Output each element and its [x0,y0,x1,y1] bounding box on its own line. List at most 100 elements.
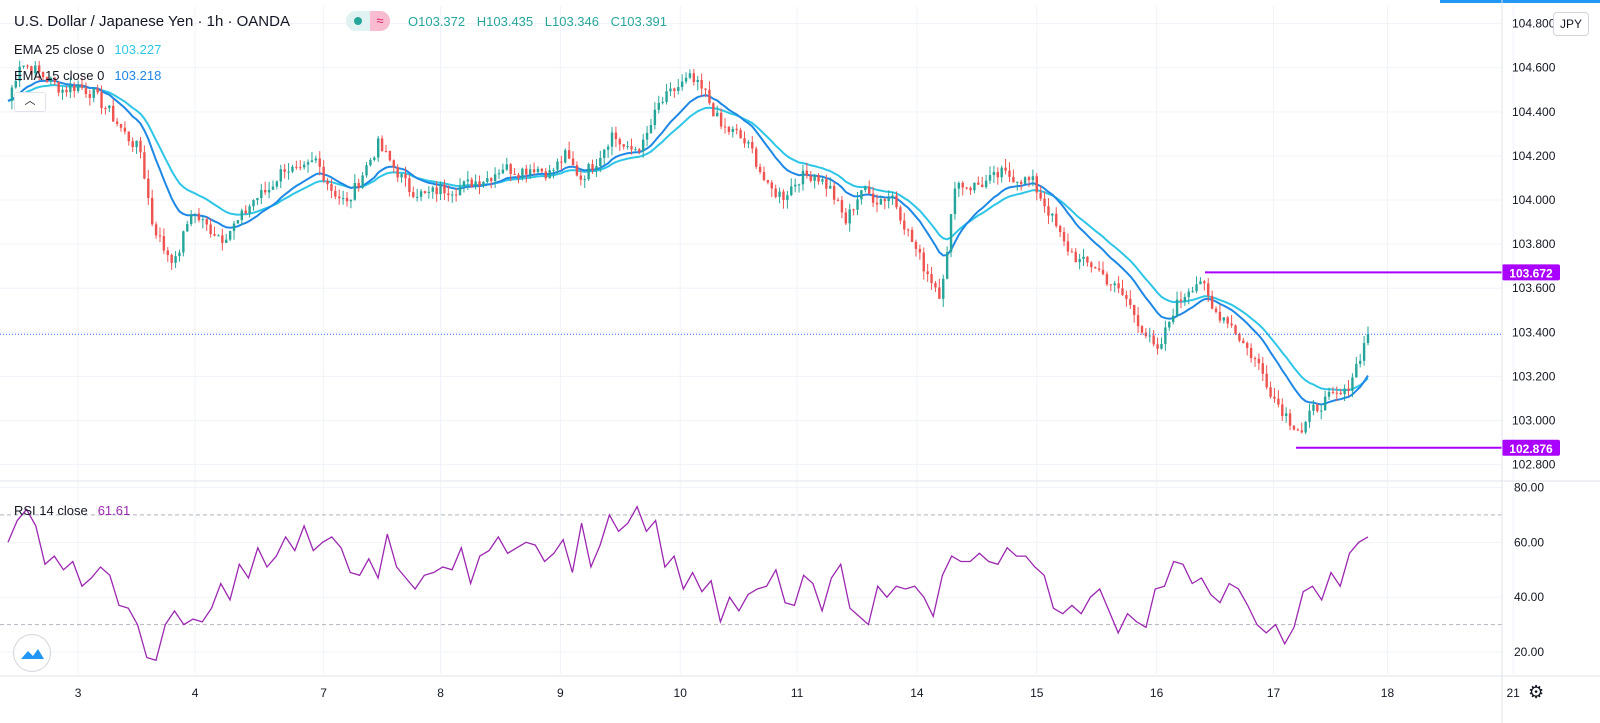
candle-body [1082,256,1085,259]
candle-body [1214,308,1218,312]
candle-body [1230,323,1233,326]
candle-body [790,186,793,196]
candle-body [1035,176,1038,193]
level-label: 103.672 [1509,266,1553,280]
candle-body [1199,281,1202,285]
candle-body [587,164,590,180]
candle-body [673,88,676,91]
candles[interactable] [10,60,1370,435]
candle-body [575,165,579,176]
candle-body [1008,170,1011,177]
candle-body [1078,258,1081,263]
candle-body [1105,274,1109,285]
candle-body [1055,213,1058,226]
market-status-pill[interactable]: ≈ [346,11,390,31]
price-levels[interactable]: 103.672 102.876 [0,264,1560,456]
candle-body [435,187,438,195]
candle-body [1016,181,1019,183]
symbol-title[interactable]: U.S. Dollar / Japanese Yen · 1h · OANDA [14,13,290,30]
candle-body [334,190,337,197]
candle-body [1288,413,1292,426]
candle-body [61,89,64,93]
candle-body [817,175,820,182]
candle-body [743,138,746,144]
candle-body [252,200,255,207]
currency-button[interactable]: JPY [1553,12,1589,36]
time-tick-label: 10 [674,686,688,700]
candle-body [973,182,976,191]
candle-body [1023,177,1027,184]
candle-body [197,213,201,221]
candle-body [1097,268,1101,270]
candle-body [926,271,929,275]
candle-body [922,252,925,272]
settings-gear-icon[interactable]: ⚙ [1528,682,1545,702]
candle-body [528,169,532,175]
candle-body [30,66,33,74]
candle-body [1066,241,1070,252]
candle-body [1051,213,1054,216]
candle-body [692,73,696,83]
candle-body [1308,410,1311,422]
candle-body [521,168,524,178]
candle-body [856,199,859,210]
rsi-band-lines [0,514,1502,626]
candle-body [669,88,672,92]
candle-body [758,166,762,172]
candle-body [415,196,419,198]
candle-body [513,173,516,175]
candle-body [302,164,306,168]
candle-body [267,189,271,193]
candle-body [447,193,450,196]
rsi-value: 61.61 [97,503,131,518]
candle-body [1261,363,1264,374]
candle-body [18,66,21,81]
candle-body [373,157,376,161]
candle-body [1062,231,1066,242]
candle-body [864,186,867,191]
candle-body [848,209,851,224]
candle-body [957,182,961,189]
candle-body [174,256,177,263]
ohlc-high: 103.435 [486,14,534,29]
candle-body [981,184,984,188]
ema25-legend[interactable]: EMA 25 close 0 103.227 [14,42,161,57]
price-tick-label: 103.400 [1512,325,1556,339]
candle-body [376,138,380,158]
candle-body [1203,281,1206,284]
time-tick-label: 21 [1506,686,1520,700]
candle-body [891,195,894,198]
time-tick-label: 7 [320,686,327,700]
rsi-legend[interactable]: RSI 14 close 61.61 [14,503,130,518]
candle-body [501,169,505,174]
candle-body [143,152,146,179]
candle-body [1000,167,1003,178]
candle-body [1148,335,1151,337]
candle-body [1316,404,1319,412]
candle-body [189,214,193,225]
candle-body [112,105,115,122]
candle-body [108,105,111,109]
candle-body [1292,425,1296,430]
candle-body [665,91,668,102]
ema-15-line [7,79,1369,406]
candle-body [579,175,583,180]
candle-body [1109,284,1113,286]
price-tick-label: 104.400 [1512,105,1556,119]
candle-body [1074,251,1077,263]
collapse-legend-button[interactable]: ︿ [14,92,46,112]
candle-body [1355,363,1358,378]
ema25-value: 103.227 [114,42,162,57]
candle-body [509,164,512,174]
candle-body [610,132,614,147]
level-label: 102.876 [1509,442,1553,456]
candle-body [291,166,294,172]
tradingview-logo-icon[interactable] [14,635,50,671]
ema15-legend[interactable]: EMA 15 close 0 103.218 [14,68,161,83]
candle-body [221,235,224,243]
top-accent-strip [1440,0,1600,3]
candle-body [232,223,236,231]
candle-body [591,164,594,171]
candle-body [1351,377,1354,391]
